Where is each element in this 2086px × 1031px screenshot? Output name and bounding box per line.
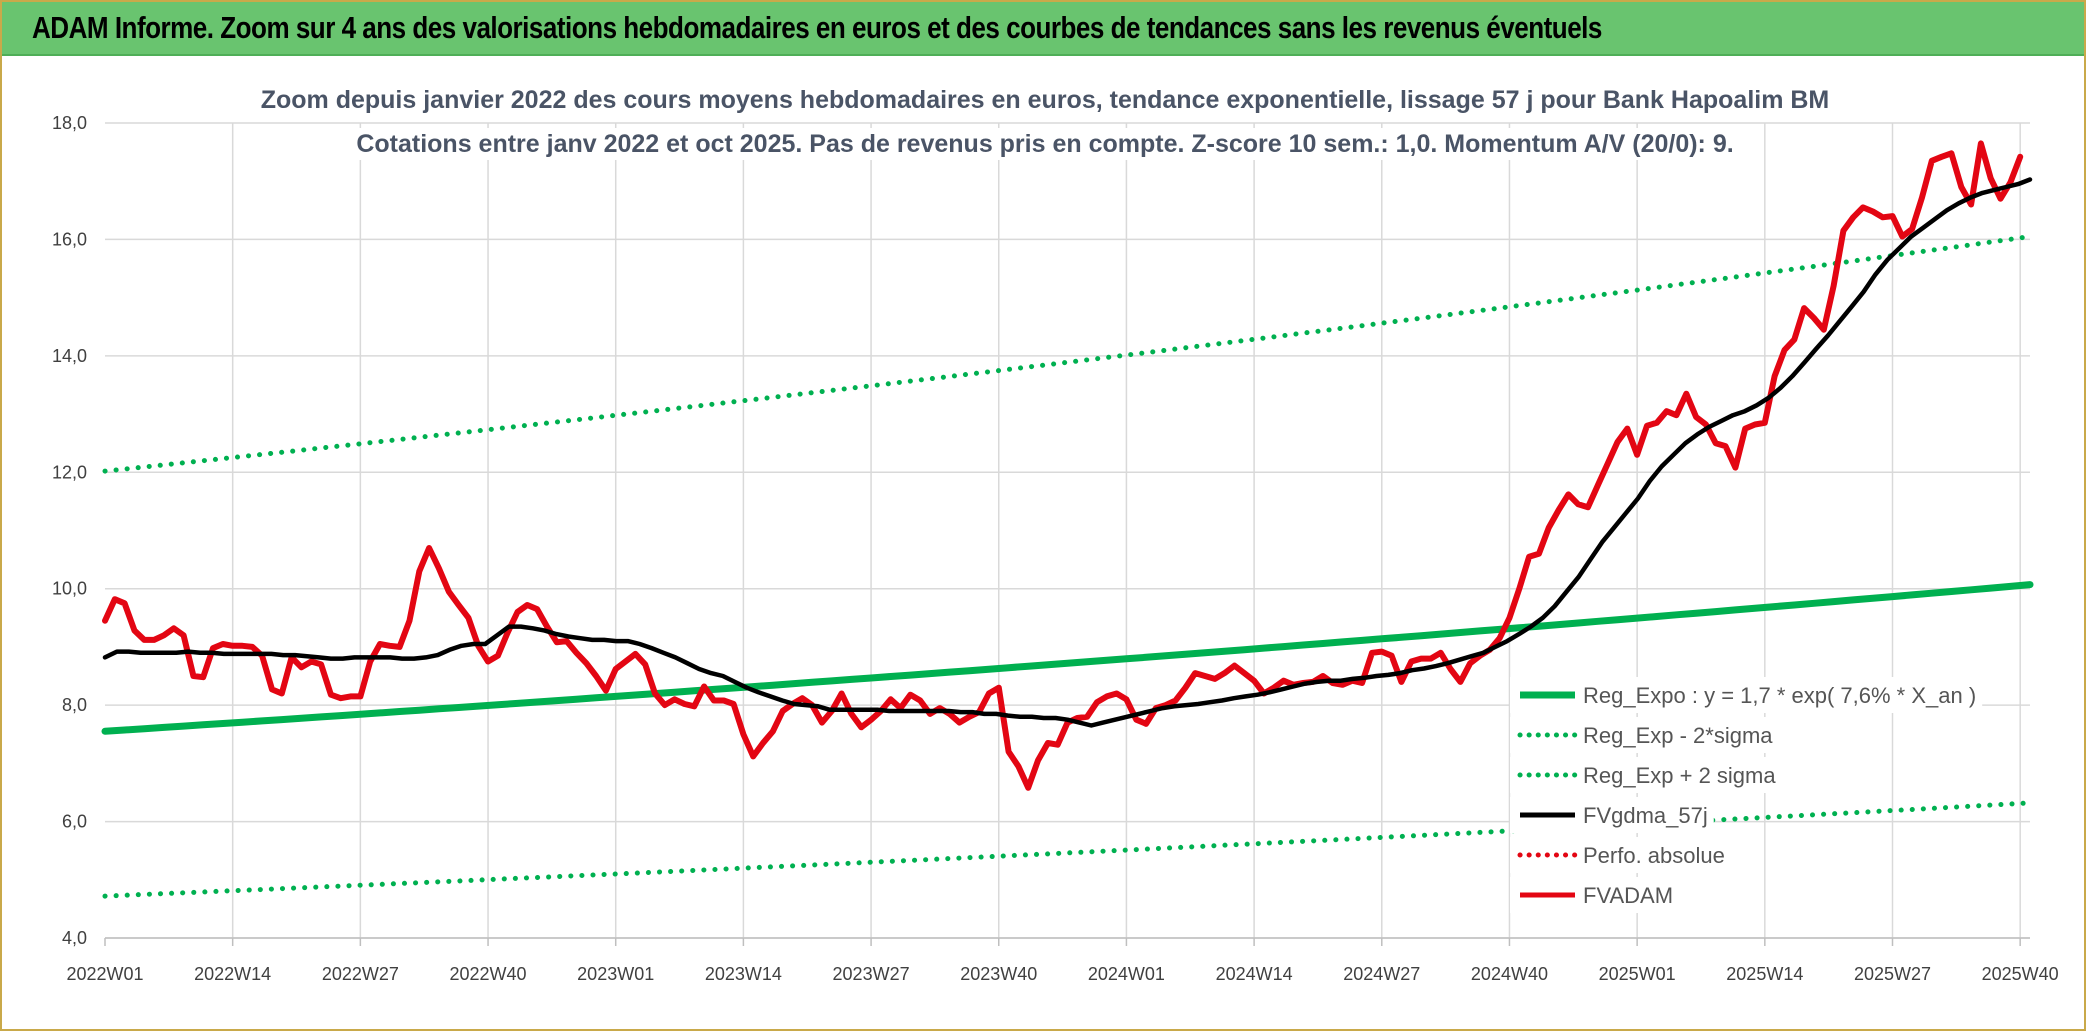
x-tick-label: 2022W01 [66,964,143,984]
title-background [254,84,1836,116]
x-axis: 2022W01 2022W14 2022W27 2022W40 2023W01 2023W… [66,964,2058,984]
x-tick-label: 2023W40 [960,964,1037,984]
x-tick-label: 2025W01 [1599,964,1676,984]
x-tick-label: 2023W01 [577,964,654,984]
x-tick-label: 2024W40 [1471,964,1548,984]
x-tick-label: 2025W27 [1854,964,1931,984]
y-tick-label: 18,0 [52,113,87,133]
x-tick-label: 2024W14 [1216,964,1293,984]
x-tick-label: 2023W14 [705,964,782,984]
legend: Reg_Expo : y = 1,7 * exp( 7,6% * X_an ) R… [1510,677,1983,913]
series-reg-exp-minus-2-sigma [102,800,2033,899]
x-tick-label: 2025W40 [1982,964,2059,984]
legend-background [1510,677,1983,713]
y-tick-label: 10,0 [52,579,87,599]
title-background [350,128,1740,160]
y-axis: 4,0 6,0 8,0 10,0 12,0 14,0 16,0 18,0 [52,113,87,948]
page-title: ADAM Informe. Zoom sur 4 ans des valoris… [32,10,1602,45]
x-tick-label: 2022W14 [194,964,271,984]
grid [104,122,2030,946]
y-tick-label: 12,0 [52,462,87,482]
x-tick-label: 2024W27 [1343,964,1420,984]
y-tick-label: 8,0 [62,695,87,715]
plot-area [101,140,2034,899]
series-fvadam [102,140,2024,791]
series-reg-exp-plus-2-sigma [102,234,2033,474]
header-bar: ADAM Informe. Zoom sur 4 ans des valoris… [2,2,2084,56]
y-tick-label: 16,0 [52,229,87,249]
legend-label: FVgdma_57j [1583,803,1708,828]
series-fvgdma-57j [102,177,2033,728]
series-reg-expo [101,581,2034,735]
chart-title-line: Zoom depuis janvier 2022 des cours moyen… [261,86,1830,114]
chart-title-line: Cotations entre janv 2022 et oct 2025. P… [356,130,1733,158]
x-tick-label: 2023W27 [833,964,910,984]
legend-label: FVADAM [1583,883,1673,908]
y-tick-label: 6,0 [62,812,87,832]
x-tick-label: 2024W01 [1088,964,1165,984]
y-tick-label: 4,0 [62,928,87,948]
x-tick-label: 2025W14 [1726,964,1803,984]
legend-label: Reg_Exp + 2 sigma [1583,763,1776,788]
chart-title: Zoom depuis janvier 2022 des cours moyen… [254,84,1836,160]
x-tick-label: 2022W40 [450,964,527,984]
legend-label: Perfo. absolue [1583,843,1725,868]
legend-label: Reg_Exp - 2*sigma [1583,723,1773,748]
y-tick-label: 14,0 [52,346,87,366]
x-tick-label: 2022W27 [322,964,399,984]
legend-label: Reg_Expo : y = 1,7 * exp( 7,6% * X_an ) [1583,683,1976,708]
